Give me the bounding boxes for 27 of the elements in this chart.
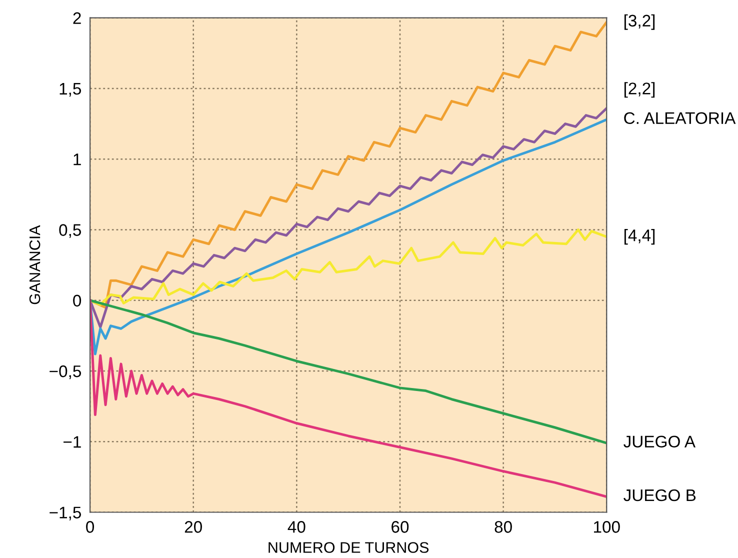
line-series <box>90 299 607 498</box>
y-tick-label: 1 <box>74 154 81 166</box>
y-tick-label: 1,5 <box>60 83 82 97</box>
x-tick-label: 60 <box>392 521 409 533</box>
x-tick-label: 0 <box>86 521 94 533</box>
series-label: JUEGO B <box>624 489 696 502</box>
x-tick-label: 40 <box>288 521 306 533</box>
x-tick-label: 80 <box>494 521 512 533</box>
y-tick-label: −0,5 <box>50 365 82 380</box>
line-series <box>90 299 607 444</box>
y-tick-label: 0 <box>73 294 82 307</box>
y-axis-title: GANANCIA <box>29 225 40 304</box>
series-label: C. ALEATORIA <box>624 112 736 124</box>
y-tick-label: −1,5 <box>50 506 82 520</box>
line-series <box>90 118 607 356</box>
line-series <box>90 107 607 328</box>
series-label: JUEGO A <box>624 436 696 448</box>
x-tick-label: 100 <box>594 521 620 533</box>
series-label: [4,4] <box>624 229 655 245</box>
y-tick-label: 2 <box>73 12 81 24</box>
series-label: [2,2] <box>624 82 655 98</box>
x-axis-title: NUMERO DE TURNOS <box>268 542 429 553</box>
x-tick-label: 20 <box>184 521 202 533</box>
y-tick-label: 0,5 <box>59 224 82 238</box>
series-label: [3,2] <box>624 14 655 30</box>
line-series <box>90 228 607 306</box>
y-tick-label: −1 <box>64 436 81 448</box>
